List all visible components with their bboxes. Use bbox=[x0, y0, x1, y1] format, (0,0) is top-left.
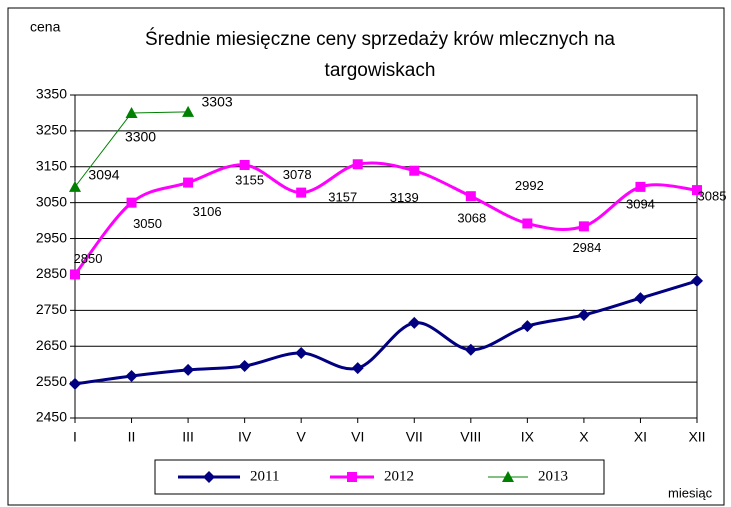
data-label: 3139 bbox=[390, 190, 419, 205]
y-tick-label: 2850 bbox=[36, 265, 67, 281]
y-tick-label: 2550 bbox=[36, 373, 67, 389]
x-tick-label: V bbox=[297, 429, 307, 445]
data-point bbox=[126, 197, 137, 208]
data-point bbox=[691, 274, 703, 287]
data-point bbox=[634, 292, 647, 305]
x-tick-label: III bbox=[182, 429, 194, 445]
plot-area bbox=[74, 94, 698, 419]
x-tick-label: XII bbox=[688, 429, 705, 445]
data-label: 3078 bbox=[283, 167, 312, 182]
data-label: 3094 bbox=[626, 196, 655, 211]
data-label: 3068 bbox=[457, 211, 486, 226]
data-label: 3094 bbox=[88, 167, 119, 183]
series-line bbox=[74, 279, 698, 386]
data-point bbox=[182, 105, 195, 117]
x-tick-label: IV bbox=[238, 429, 252, 445]
data-label: 3155 bbox=[235, 172, 264, 187]
y-tick-label: 2650 bbox=[36, 337, 67, 353]
legend-marker bbox=[203, 471, 215, 483]
data-point bbox=[635, 181, 646, 192]
legend-marker bbox=[502, 471, 514, 482]
data-point bbox=[465, 191, 476, 202]
legend-marker bbox=[347, 472, 357, 482]
data-point bbox=[521, 320, 534, 333]
x-axis-label: miesiąc bbox=[668, 485, 713, 500]
data-point bbox=[238, 359, 251, 372]
data-label: 3050 bbox=[133, 216, 162, 231]
data-point bbox=[125, 370, 138, 383]
data-point bbox=[70, 269, 80, 280]
legend-label: 2012 bbox=[384, 468, 414, 484]
data-point bbox=[182, 363, 195, 376]
data-point bbox=[239, 159, 250, 170]
data-label: 3300 bbox=[125, 129, 156, 145]
x-tick-label: VIII bbox=[460, 429, 481, 445]
legend-label: 2011 bbox=[250, 468, 279, 484]
y-axis-label: cena bbox=[30, 19, 61, 35]
legend-label: 2013 bbox=[538, 468, 568, 484]
y-tick-label: 2450 bbox=[36, 409, 67, 425]
data-label: 3303 bbox=[202, 94, 233, 110]
x-tick-label: X bbox=[579, 429, 589, 445]
x-tick-label: XI bbox=[634, 429, 647, 445]
data-label: 3106 bbox=[193, 204, 222, 219]
data-point bbox=[295, 347, 308, 360]
data-point bbox=[522, 218, 533, 229]
y-tick-label: 2950 bbox=[36, 229, 67, 245]
data-point bbox=[125, 106, 138, 118]
y-tick-label: 3250 bbox=[36, 122, 67, 138]
x-tick-label: VII bbox=[406, 429, 423, 445]
y-tick-label: 2750 bbox=[36, 301, 67, 317]
data-point bbox=[183, 177, 194, 188]
data-point bbox=[69, 377, 81, 390]
data-label: 2850 bbox=[74, 251, 103, 266]
data-point bbox=[351, 362, 364, 375]
data-point bbox=[464, 343, 477, 356]
data-label: 2984 bbox=[572, 240, 601, 255]
data-point bbox=[352, 159, 363, 170]
x-tick-label: II bbox=[128, 429, 136, 445]
series-line bbox=[73, 161, 698, 276]
y-tick-label: 3350 bbox=[36, 86, 67, 102]
x-tick-label: IX bbox=[521, 429, 535, 445]
data-label: 3085 bbox=[698, 189, 727, 204]
frame bbox=[7, 7, 725, 506]
y-tick-label: 3150 bbox=[36, 157, 67, 173]
data-point bbox=[409, 165, 420, 176]
data-point bbox=[692, 185, 702, 196]
data-point bbox=[578, 221, 589, 232]
y-tick-label: 3050 bbox=[36, 193, 67, 209]
x-tick-label: I bbox=[73, 429, 77, 445]
x-tick-label: VI bbox=[351, 429, 364, 445]
data-label: 3157 bbox=[328, 190, 357, 205]
chart-title: Średnie miesięczne ceny sprzedaży krów m… bbox=[145, 29, 615, 81]
data-point bbox=[577, 308, 590, 321]
data-point bbox=[296, 187, 307, 198]
data-label: 2992 bbox=[515, 178, 544, 193]
data-point bbox=[408, 316, 421, 329]
data-point bbox=[69, 180, 81, 192]
